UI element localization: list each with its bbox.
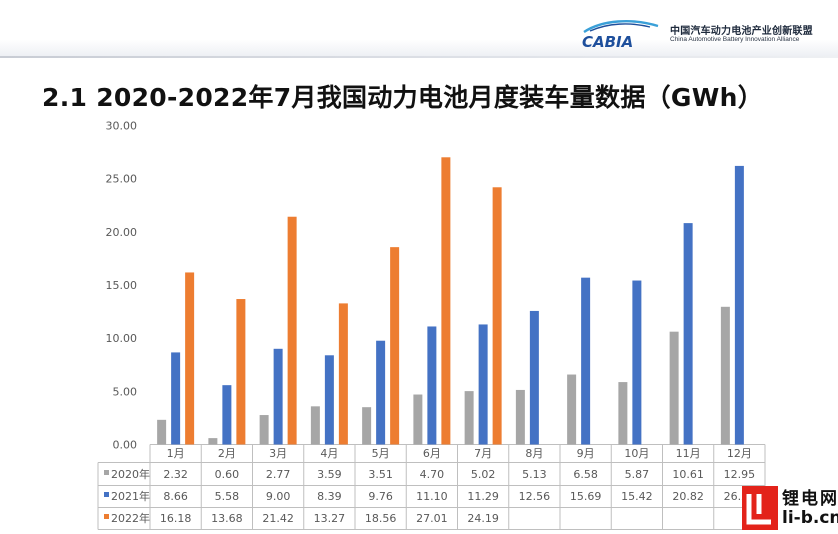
y-tick-label: 15.00 [106,279,138,292]
bar-2021年-8月 [529,310,539,445]
data-label: 15.69 [570,490,602,503]
watermark-url: li-b.cn [782,508,838,528]
bar-2020年-6月 [413,394,423,445]
bar-2020年-7月 [464,391,474,445]
bar-2021年-11月 [683,223,693,445]
data-label: 5.02 [471,468,496,481]
bar-2020年-2月 [208,438,218,445]
data-label: 4.70 [420,468,445,481]
bar-2022年-4月 [338,303,348,445]
data-label: 8.39 [317,490,342,503]
bar-2020年-11月 [669,331,679,445]
watermark: 锂电网 li-b.cn [742,484,838,534]
bar-2020年-10月 [618,382,628,445]
data-label: 8.66 [163,490,188,503]
bar-2021年-4月 [324,355,334,445]
y-tick-label: 5.00 [113,385,138,398]
x-tick-label: 6月 [423,447,441,460]
x-tick-label: 12月 [727,447,752,460]
bar-2021年-7月 [478,324,488,445]
data-label: 5.13 [522,468,547,481]
bar-2022年-5月 [390,247,400,445]
y-tick-label: 30.00 [106,120,138,133]
data-label: 9.76 [368,490,393,503]
org-name-cn: 中国汽车动力电池产业创新联盟 [670,26,813,37]
bar-2020年-3月 [259,415,269,445]
bar-2020年-9月 [567,374,577,445]
y-tick-label: 20.00 [106,226,138,239]
legend-label: 2020年 [111,467,150,481]
header-divider [0,56,838,58]
cabia-logo: CABIA 中国汽车动力电池产业创新联盟 China Automotive Ba… [580,18,830,52]
x-tick-label: 1月 [167,447,185,460]
legend-label: 2021年 [111,489,150,503]
data-label: 5.87 [625,468,650,481]
x-tick-label: 5月 [372,447,390,460]
bar-2021年-6月 [427,326,437,445]
y-tick-label: 10.00 [106,332,138,345]
data-label: 21.42 [262,512,294,525]
legend-label: 2022年 [111,511,150,525]
data-label: 12.95 [724,468,756,481]
data-label: 6.58 [573,468,598,481]
bar-2021年-3月 [273,348,283,445]
data-label: 24.19 [467,512,499,525]
x-tick-label: 9月 [577,447,595,460]
bar-2022年-3月 [287,216,297,445]
data-label: 10.61 [672,468,704,481]
legend-key-2021年 [104,492,109,497]
bar-2021年-12月 [734,165,744,445]
bar-2022年-1月 [185,272,195,445]
data-label: 2.32 [163,468,188,481]
x-tick-label: 8月 [525,447,543,460]
bar-2021年-2月 [222,385,232,445]
data-label: 11.10 [416,490,448,503]
data-label: 18.56 [365,512,397,525]
legend-key-2022年 [104,514,109,519]
x-tick-label: 11月 [676,447,701,460]
bar-2020年-8月 [515,389,525,445]
page-title: 2.1 2020-2022年7月我国动力电池月度装车量数据（GWh） [42,83,764,112]
y-tick-label: 25.00 [106,173,138,186]
bar-2020年-1月 [157,419,167,445]
bar-2020年-4月 [310,406,320,445]
data-label: 13.68 [211,512,243,525]
watermark-name: 锂电网 [782,489,838,509]
bar-2022年-2月 [236,299,246,445]
bar-2021年-1月 [171,352,181,445]
data-label: 11.29 [467,490,499,503]
data-label: 3.59 [317,468,342,481]
bar-2022年-7月 [492,187,502,445]
bar-2021年-5月 [376,340,386,445]
data-label: 12.56 [519,490,551,503]
bar-2022年-6月 [441,157,451,445]
bar-2021年-10月 [632,280,642,445]
data-label: 16.18 [160,512,192,525]
x-tick-label: 3月 [269,447,287,460]
org-name-en: China Automotive Battery Innovation Alli… [670,36,800,43]
x-tick-label: 2月 [218,447,236,460]
x-tick-label: 10月 [624,447,649,460]
data-label: 27.01 [416,512,448,525]
x-tick-label: 4月 [320,447,338,460]
logo-text: CABIA [582,33,633,50]
data-label: 9.00 [266,490,291,503]
bar-2021年-9月 [581,277,591,445]
x-tick-label: 7月 [474,447,492,460]
data-label: 2.77 [266,468,291,481]
data-label: 13.27 [314,512,346,525]
data-label: 20.82 [672,490,704,503]
y-tick-label: 0.00 [113,439,138,452]
cabia-logo-icon: CABIA [582,20,659,50]
data-label: 15.42 [621,490,653,503]
watermark-logo-icon [742,486,778,530]
bar-2020年-12月 [720,306,730,445]
bar-2020年-5月 [362,407,372,445]
header-band [0,0,838,56]
data-label: 5.58 [215,490,240,503]
legend-key-2020年 [104,470,109,475]
data-label: 3.51 [368,468,393,481]
data-label: 0.60 [215,468,240,481]
